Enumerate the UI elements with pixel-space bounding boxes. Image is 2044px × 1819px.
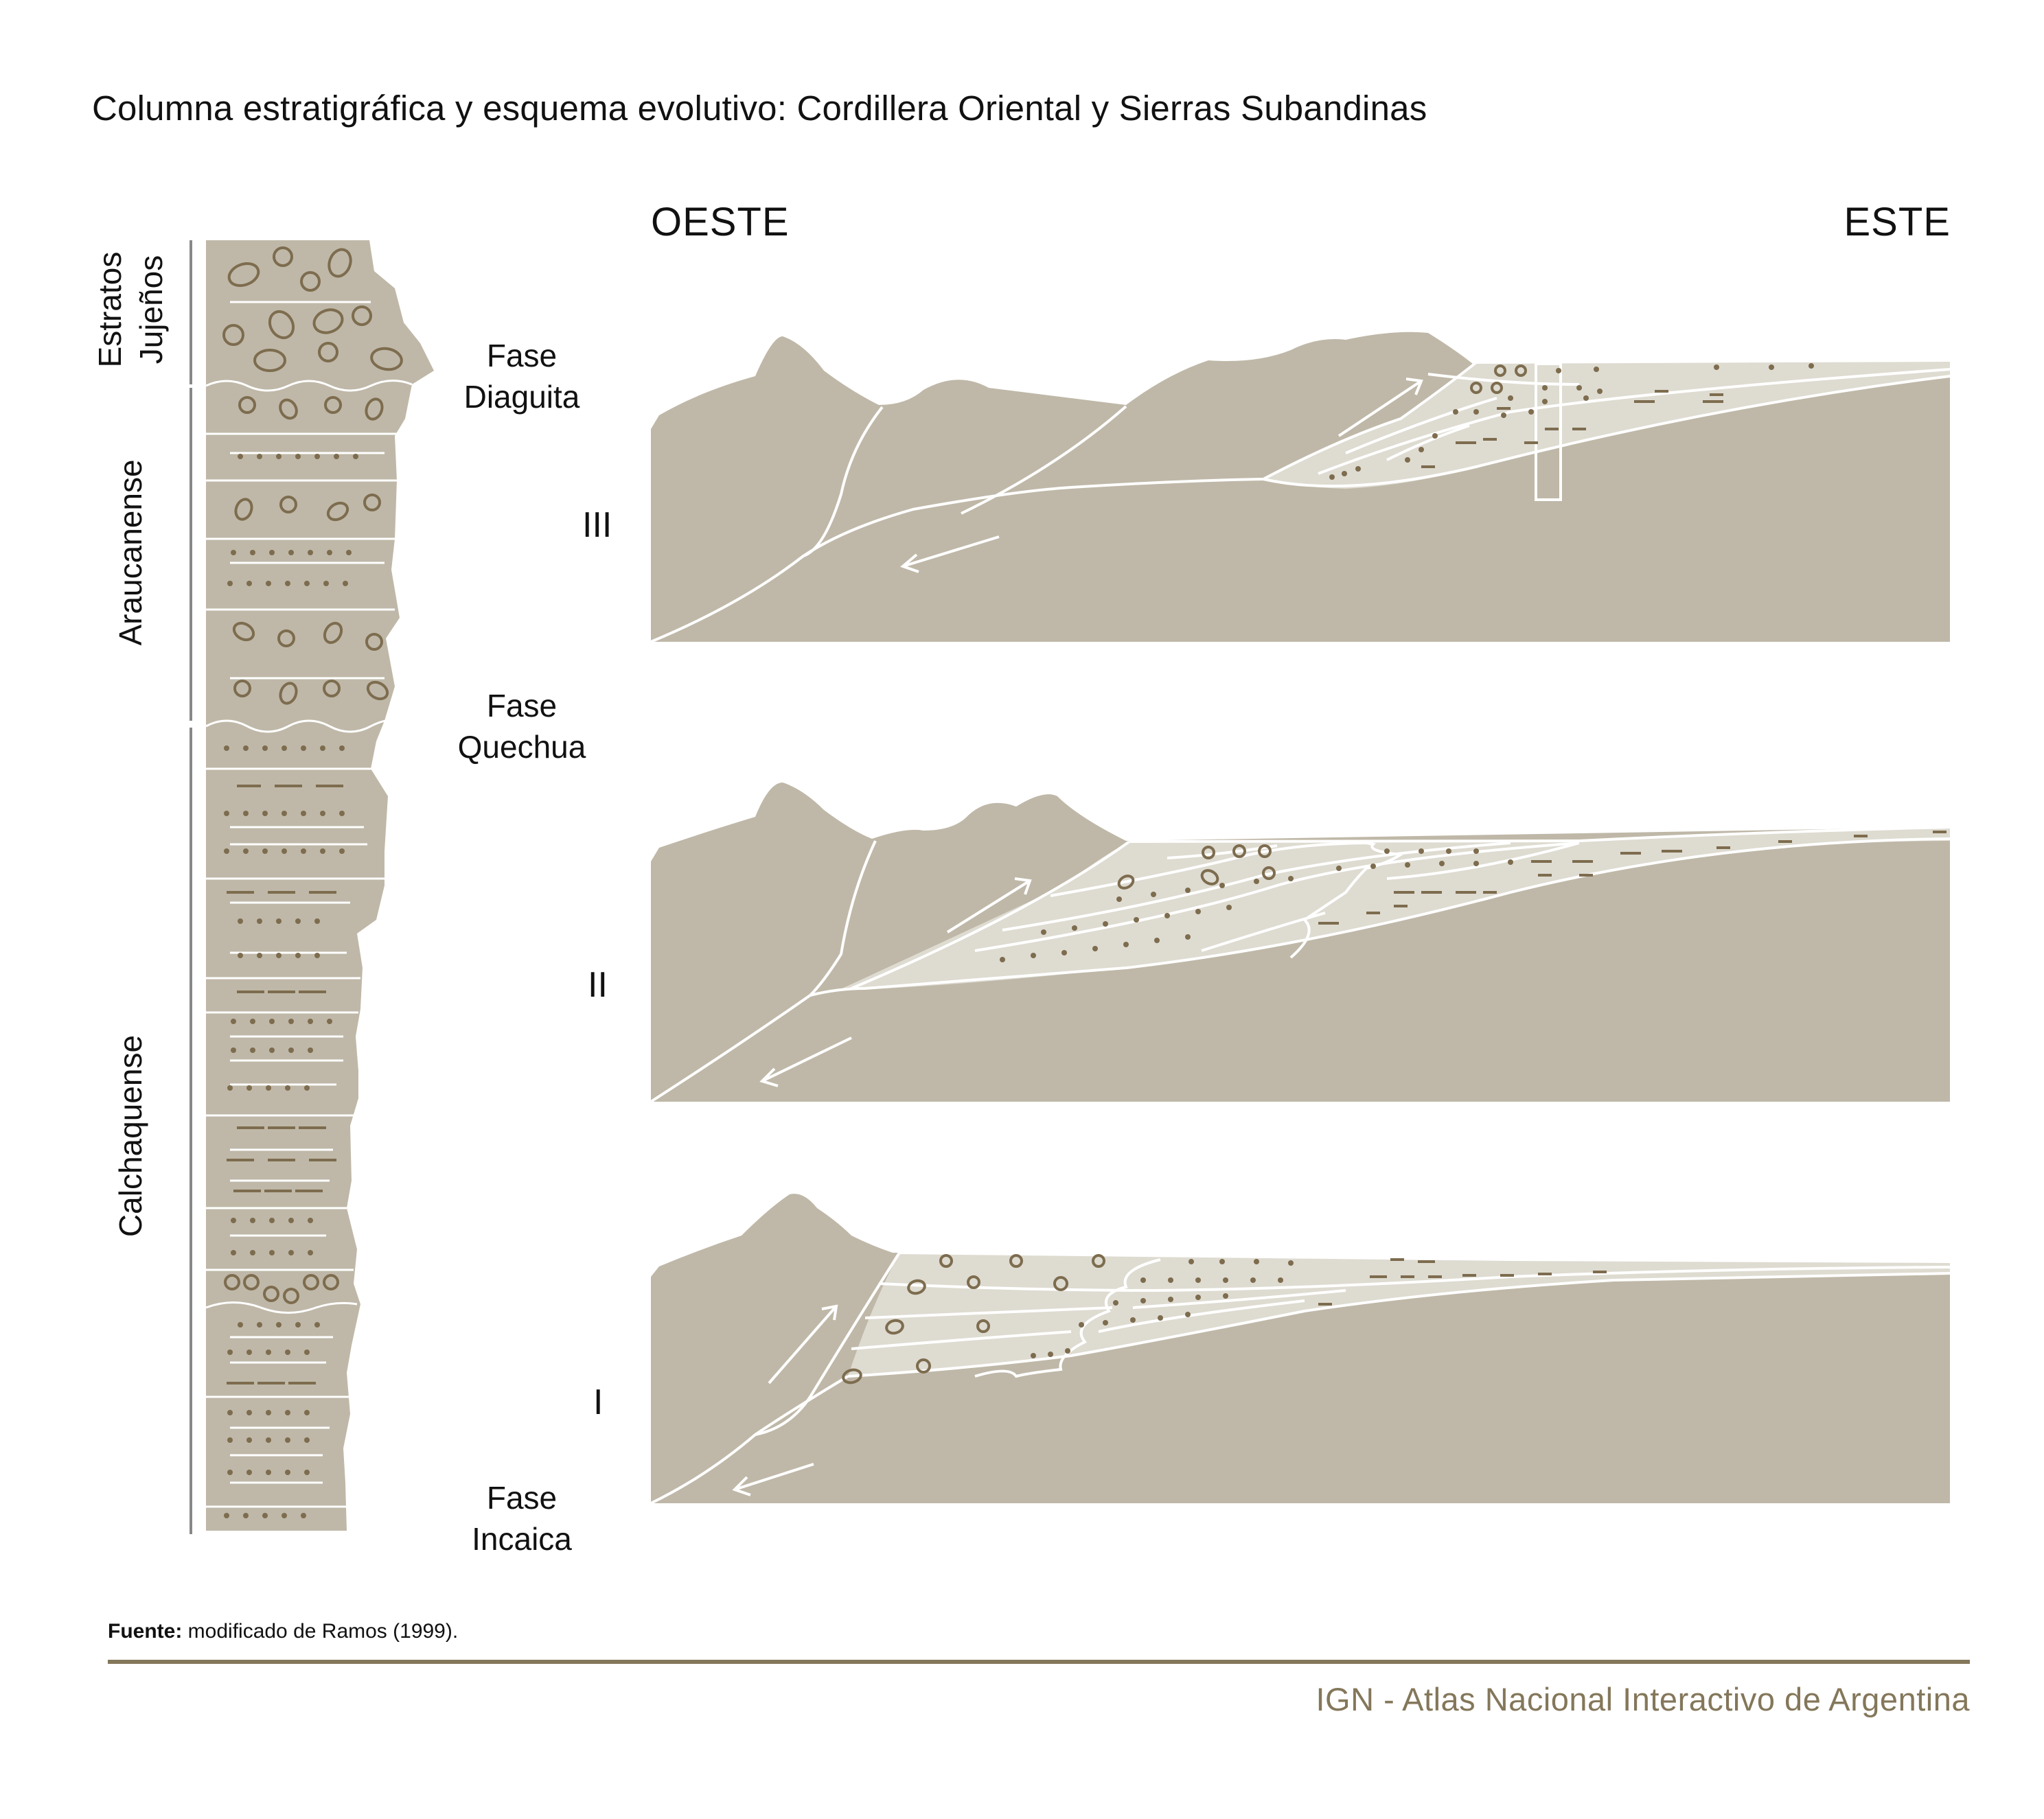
section-ii-sediment-wedge [838, 827, 1950, 990]
section-i-shale-dashes [1318, 1258, 1607, 1306]
phase-diaguita-line1: Fase [486, 338, 558, 373]
column-shale-dashes [227, 785, 343, 1384]
column-bed-lines [205, 301, 413, 1508]
stratigraphic-column [205, 240, 434, 1531]
phase-incaica-line1: Fase [486, 1480, 558, 1516]
page-title: Columna estratigráfica y esquema evoluti… [92, 89, 1427, 128]
east-label: ESTE [1844, 200, 1951, 244]
arrow-down-ii [761, 1036, 852, 1082]
section-ii-arrows [759, 877, 1032, 1087]
stage-iii-label: III [582, 505, 612, 545]
section-iii-sediment-wedge [1263, 360, 1950, 489]
phase-diaguita-line2: Diaguita [463, 379, 580, 415]
section-iii-pebbles [1470, 364, 1527, 394]
phase-incaica-label: Fase Incaica [439, 1477, 604, 1560]
section-i-sand-dots [1031, 1259, 1294, 1358]
source-note: Fuente: modificado de Ramos (1999). [108, 1620, 458, 1643]
phase-quechua-line1: Fase [486, 688, 558, 723]
source-label: Fuente: [108, 1620, 183, 1643]
stage-ii-label: II [588, 965, 608, 1005]
phase-quechua-line2: Quechua [457, 729, 586, 765]
section-iii-shale-dashes [1421, 390, 1723, 468]
section-ii [650, 783, 1951, 1103]
phase-quechua-label: Fase Quechua [439, 685, 604, 767]
section-ii-pebbles [1117, 844, 1276, 890]
section-i-basement [651, 1194, 1950, 1503]
section-ii-sand-dots [1000, 848, 1513, 962]
column-pebbles [222, 246, 403, 1304]
section-i-arrows [732, 1304, 838, 1496]
section-i-pebbles [842, 1254, 1105, 1384]
section-iii-arrows [900, 378, 1423, 573]
arrow-down-iii [902, 535, 1000, 568]
source-text: modificado de Ramos (1999). [182, 1620, 459, 1643]
credit-text: IGN - Atlas Nacional Interactivo de Arge… [1316, 1681, 1970, 1717]
stage-i-label: I [593, 1382, 604, 1422]
section-i-lines [650, 1251, 1951, 1505]
arrow-up-iii [1337, 380, 1423, 437]
footer-divider [108, 1660, 1970, 1664]
phase-incaica-line2: Incaica [472, 1521, 572, 1557]
section-iii [650, 332, 1951, 643]
arrow-up-ii [946, 879, 1031, 934]
arrow-down-i [734, 1463, 814, 1491]
arrow-up-i [768, 1305, 838, 1384]
section-i [650, 1194, 1951, 1505]
west-label: OESTE [651, 200, 790, 244]
section-ii-shale-dashes [1318, 831, 1947, 925]
phase-diaguita-label: Fase Diaguita [439, 335, 604, 417]
section-iii-sand-dots [1329, 363, 1814, 480]
section-iii-lines [650, 359, 1951, 643]
column-sand-dots [224, 454, 358, 1518]
